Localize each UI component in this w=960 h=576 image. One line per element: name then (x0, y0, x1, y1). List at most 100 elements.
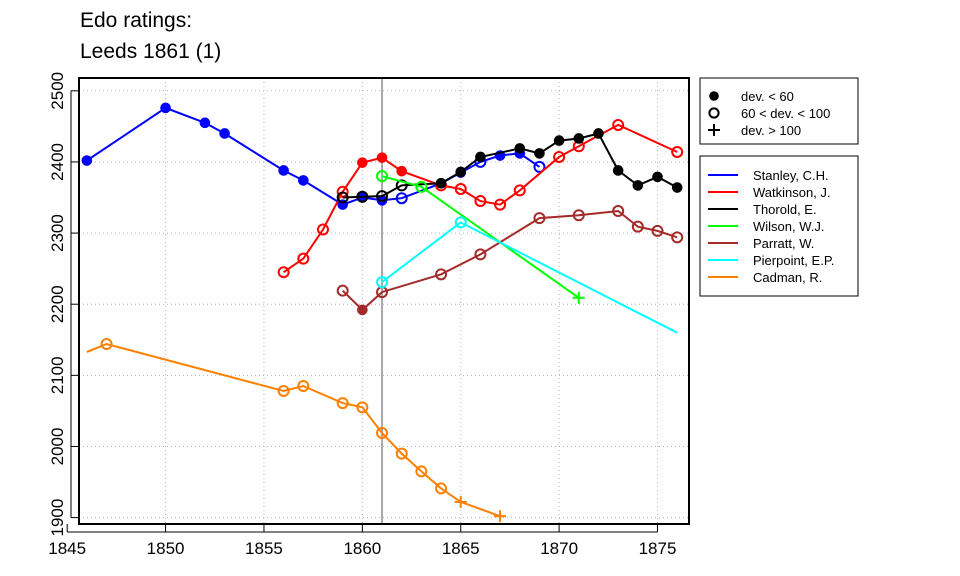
data-point-filled (160, 102, 171, 114)
data-point-open (336, 191, 349, 204)
grid (79, 78, 689, 524)
data-point-plus (454, 495, 467, 508)
plot-frame (78, 77, 690, 525)
data-point-open (572, 209, 585, 222)
data-point-open (376, 426, 389, 439)
axes: 1845 1850 1855 1860 1865 1870 1875 1900 2000 2100… (48, 72, 676, 558)
data-point-open (376, 170, 389, 183)
y-tick-label: 2100 (48, 356, 67, 394)
data-point-open (395, 447, 408, 460)
data-point-open (415, 465, 428, 478)
series-legend: Stanley, C.H. Watkinson, J. Thorold, E. Wil… (699, 155, 859, 297)
data-point-open (376, 190, 389, 203)
data-point-open (454, 182, 467, 195)
x-tick-label: 1855 (245, 539, 283, 558)
legend-label: Watkinson, J. (753, 185, 831, 200)
data-point-open (277, 266, 290, 279)
series-cadman-r (86, 338, 507, 523)
series-watkinson-j (277, 118, 684, 279)
data-point-filled (534, 148, 545, 159)
data-point-filled (357, 157, 368, 168)
series-line (283, 123, 678, 274)
legend-label: Wilson, W.J. (753, 219, 825, 234)
data-point-filled (278, 165, 289, 176)
series-line (342, 209, 678, 312)
data-point-filled (81, 155, 93, 166)
data-point-filled (514, 143, 526, 154)
data-point-open (494, 198, 507, 211)
marker-legend: dev. < 60 60 < dev. < 100 dev. > 100 (699, 77, 859, 145)
data-point-filled (219, 128, 230, 139)
legend-label: Parratt, W. (753, 236, 814, 251)
series-line (86, 106, 541, 206)
data-point-filled (455, 166, 467, 178)
data-point-open (336, 397, 349, 410)
data-point-open (395, 192, 408, 205)
legends: dev. < 60 60 < dev. < 100 dev. > 100 Stanle… (699, 77, 859, 297)
data-point-open (297, 252, 310, 265)
series-parratt-w (336, 205, 684, 316)
legend-label: 60 < dev. < 100 (741, 106, 830, 121)
data-point-open (356, 190, 369, 203)
data-point-open (474, 248, 487, 261)
data-point-open (612, 118, 625, 131)
data-point-filled (376, 152, 388, 163)
x-tick-label: 1870 (540, 539, 578, 558)
data-point-open (631, 220, 644, 233)
legend-marker-open (708, 107, 720, 119)
series-line (342, 132, 678, 199)
y-tick-label: 2300 (48, 214, 67, 252)
chart-title: Edo ratings: (80, 9, 193, 32)
y-tick-label: 2400 (48, 143, 67, 181)
data-point-open (533, 160, 546, 173)
data-point-open (671, 231, 684, 244)
data-point-open (395, 179, 408, 192)
series-stanley-c-h (81, 102, 546, 210)
data-point-open (376, 276, 389, 289)
data-point-filled (396, 165, 408, 177)
marker-legend-box (699, 77, 859, 145)
data-point-open (356, 401, 369, 414)
data-point-filled (475, 151, 486, 163)
data-point-filled (357, 304, 368, 316)
data-point-filled (573, 133, 585, 144)
data-point-open (100, 338, 113, 351)
legend-label: Cadman, R. (753, 270, 822, 285)
data-point-plus (494, 510, 507, 523)
data-point-open (297, 380, 310, 393)
data-point-open (317, 223, 329, 236)
data-point-open (533, 212, 546, 225)
y-tick-label: 1900 (48, 499, 67, 537)
data-point-open (415, 180, 428, 193)
data-point-open (336, 284, 349, 297)
legend-label: Pierpoint, E.P. (753, 253, 834, 268)
data-point-filled (199, 117, 211, 129)
data-point-filled (612, 165, 624, 176)
x-tick-label: 1845 (48, 539, 86, 558)
data-point-filled (652, 171, 663, 183)
x-tick-label: 1865 (442, 539, 480, 558)
data-point-filled (593, 128, 604, 139)
chart-subtitle: Leeds 1861 (1) (80, 40, 222, 63)
data-point-open (671, 145, 684, 158)
x-tick-label: 1850 (147, 539, 185, 558)
series-pierpoint-e-p (376, 216, 678, 334)
legend-label: dev. < 60 (741, 89, 794, 104)
legend-label: Stanley, C.H. (753, 168, 829, 183)
data-point-filled (671, 182, 683, 193)
data-point-open (612, 205, 625, 218)
legend-label: dev. > 100 (741, 123, 801, 138)
y-tick-label: 2200 (48, 285, 67, 323)
data-point-open (435, 268, 448, 281)
data-point-filled (435, 177, 447, 189)
data-point-open (651, 224, 664, 237)
data-point-open (277, 384, 290, 397)
series-wilson-w-j (376, 170, 585, 304)
series-line (86, 342, 501, 518)
data-point-filled (632, 180, 644, 191)
x-tick-label: 1860 (343, 539, 381, 558)
legend-marker-filled (709, 91, 719, 101)
data-point-open (435, 482, 448, 495)
data-point-open (474, 195, 487, 208)
